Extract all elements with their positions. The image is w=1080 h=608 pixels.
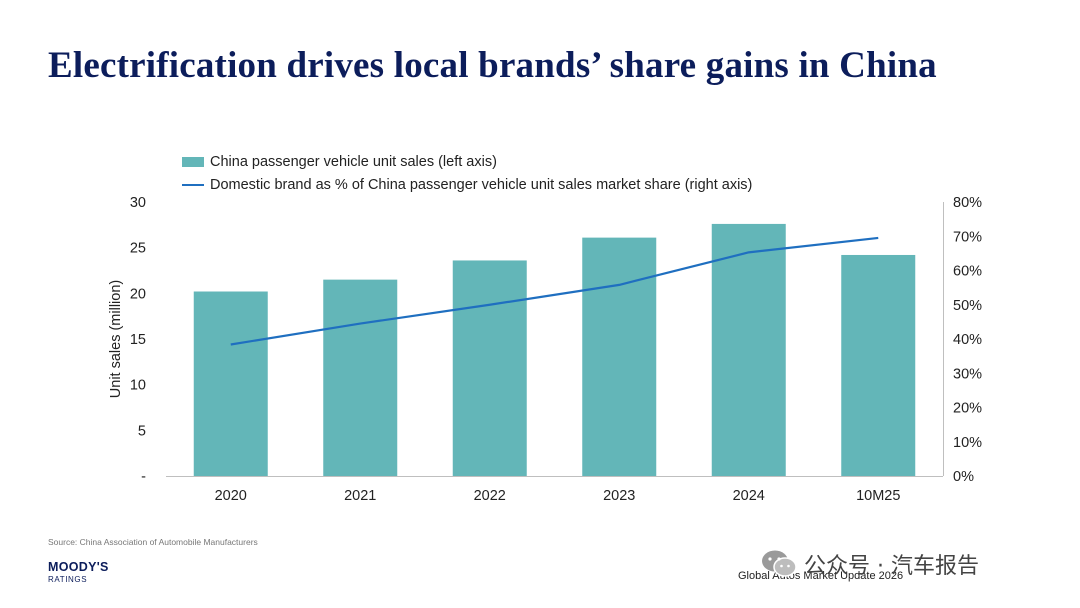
watermark-text: 公众号 · 汽车报告 [804, 554, 979, 579]
chart-legend: China passenger vehicle unit sales (left… [182, 150, 752, 196]
bar-10M25 [841, 254, 916, 476]
page-title: Electrification drives local brands’ sha… [48, 45, 937, 86]
y-tick-label-right: 80% [953, 195, 982, 211]
legend-bar-swatch [182, 156, 204, 167]
y-tick-label-left: 15 [130, 332, 146, 348]
y-tick-label-right: 0% [953, 469, 974, 485]
y-tick-label-left: 5 [138, 423, 146, 439]
y-tick-label-right: 50% [953, 298, 982, 314]
x-tick-label-2024: 2024 [733, 488, 765, 504]
y-tick-label-right: 40% [953, 332, 982, 348]
legend-item-line: Domestic brand as % of China passenger v… [182, 173, 752, 196]
bar-2024 [711, 223, 786, 476]
y-tick-label-right: 60% [953, 264, 982, 280]
legend-line-swatch [182, 183, 204, 186]
watermark: 公众号 · 汽车报告 [760, 548, 979, 580]
wechat-icon [762, 550, 797, 577]
y-tick-label-left: 20 [130, 286, 146, 302]
bar-2023 [582, 237, 657, 476]
legend-line-label: Domestic brand as % of China passenger v… [210, 176, 753, 193]
y-tick-label-right: 20% [953, 401, 982, 417]
logo-main-text: MOODY'S [48, 560, 109, 574]
x-tick-label-2023: 2023 [603, 488, 635, 504]
bar-2021 [323, 279, 398, 476]
x-tick-label-2020: 2020 [215, 488, 247, 504]
bar-2020 [193, 291, 268, 476]
y-tick-label-left: - [141, 469, 146, 485]
moodys-logo: MOODY'S RATINGS [48, 561, 109, 584]
y-tick-label-left: 30 [130, 195, 146, 211]
legend-bar-label: China passenger vehicle unit sales (left… [210, 153, 497, 170]
source-note: Source: China Association of Automobile … [48, 537, 258, 547]
market-share-line [230, 236, 879, 346]
bar-2022 [452, 260, 527, 476]
logo-sub-text: RATINGS [48, 574, 88, 584]
x-tick-label-2022: 2022 [474, 488, 506, 504]
y-tick-label-right: 30% [953, 366, 982, 382]
y-tick-label-left: 10 [130, 378, 146, 394]
legend-item-bar: China passenger vehicle unit sales (left… [182, 150, 752, 173]
y-tick-label-left: 25 [130, 241, 146, 257]
y-tick-label-right: 70% [953, 229, 982, 245]
x-tick-label-2021: 2021 [344, 488, 376, 504]
y-tick-label-right: 10% [953, 435, 982, 451]
x-tick-label-10M25: 10M25 [856, 488, 900, 504]
y-axis-title: Unit sales (million) [108, 280, 124, 398]
